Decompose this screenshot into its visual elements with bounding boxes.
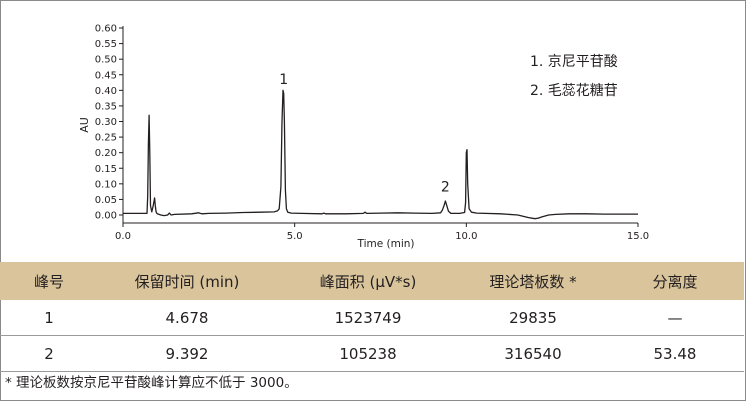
x-axis-ticks: 0.0 5.0 10.0 15.0: [115, 223, 649, 242]
x-tick-label: 15.0: [627, 231, 649, 242]
y-tick-label: 0.55: [95, 39, 117, 50]
cell-resolution: 53.48: [606, 335, 744, 372]
peak-label: 1: [279, 72, 288, 88]
y-tick-label: 0.25: [95, 133, 117, 144]
y-tick-label: 0.10: [95, 179, 117, 190]
cell-retention-time: 4.678: [98, 300, 276, 336]
y-tick-label: 0.15: [95, 164, 117, 175]
x-tick-label: 5.0: [287, 231, 303, 242]
legend-entry-2: 2. 毛蕊花糖苷: [530, 83, 618, 99]
y-tick-label: 0.05: [95, 195, 117, 206]
cell-peak-area: 1523749: [276, 300, 460, 336]
y-tick-label: 0.35: [95, 101, 117, 112]
table-row: 2 9.392 105238 316540 53.48: [0, 335, 744, 372]
y-axis-label: AU: [78, 117, 91, 133]
y-tick-label: 0.40: [95, 86, 117, 97]
x-tick-label: 0.0: [115, 231, 131, 242]
y-tick-label: 0.00: [95, 211, 117, 222]
chart-legend: 1. 京尼平苷酸 2. 毛蕊花糖苷: [530, 54, 618, 99]
table-footnote: * 理论板数按京尼平苷酸峰计算应不低于 3000。: [5, 375, 298, 391]
header-peak-area: 峰面积 (μV*s): [276, 262, 460, 300]
y-tick-label: 0.45: [95, 70, 117, 81]
table-row: 1 4.678 1523749 29835 —: [0, 300, 744, 336]
cell-retention-time: 9.392: [98, 335, 276, 372]
chromatogram-chart: 0.00 0.05 0.10 0.15 0.20 0.25 0.30 0.35 0.40 0.45…: [78, 24, 649, 251]
y-tick-label: 0.20: [95, 148, 117, 159]
header-resolution: 分离度: [606, 262, 744, 300]
chromatogram-trace: [123, 89, 638, 220]
y-tick-label: 0.60: [95, 24, 117, 35]
cell-peak-number: 1: [0, 300, 98, 336]
legend-entry-1: 1. 京尼平苷酸: [530, 54, 618, 70]
cell-resolution: —: [606, 300, 744, 336]
peak-labels: 12: [279, 72, 450, 196]
x-axis-label: Time (min): [356, 238, 414, 250]
table-header-row: 峰号 保留时间 (min) 峰面积 (μV*s) 理论塔板数 * 分离度: [0, 262, 744, 300]
cell-peak-area: 105238: [276, 335, 460, 372]
x-tick-label: 10.0: [455, 231, 477, 242]
header-theoretical-plates: 理论塔板数 *: [460, 262, 606, 300]
cell-theoretical-plates: 316540: [460, 335, 606, 372]
y-tick-label: 0.50: [95, 55, 117, 66]
peak-label: 2: [441, 180, 450, 196]
y-tick-label: 0.30: [95, 117, 117, 128]
cell-peak-number: 2: [0, 335, 98, 372]
cell-theoretical-plates: 29835: [460, 300, 606, 336]
peak-results-table: 峰号 保留时间 (min) 峰面积 (μV*s) 理论塔板数 * 分离度 1 4…: [0, 262, 744, 372]
y-axis-ticks: 0.00 0.05 0.10 0.15 0.20 0.25 0.30 0.35 0.40 0.45…: [95, 24, 123, 222]
header-peak-number: 峰号: [0, 262, 98, 300]
header-retention-time: 保留时间 (min): [98, 262, 276, 300]
